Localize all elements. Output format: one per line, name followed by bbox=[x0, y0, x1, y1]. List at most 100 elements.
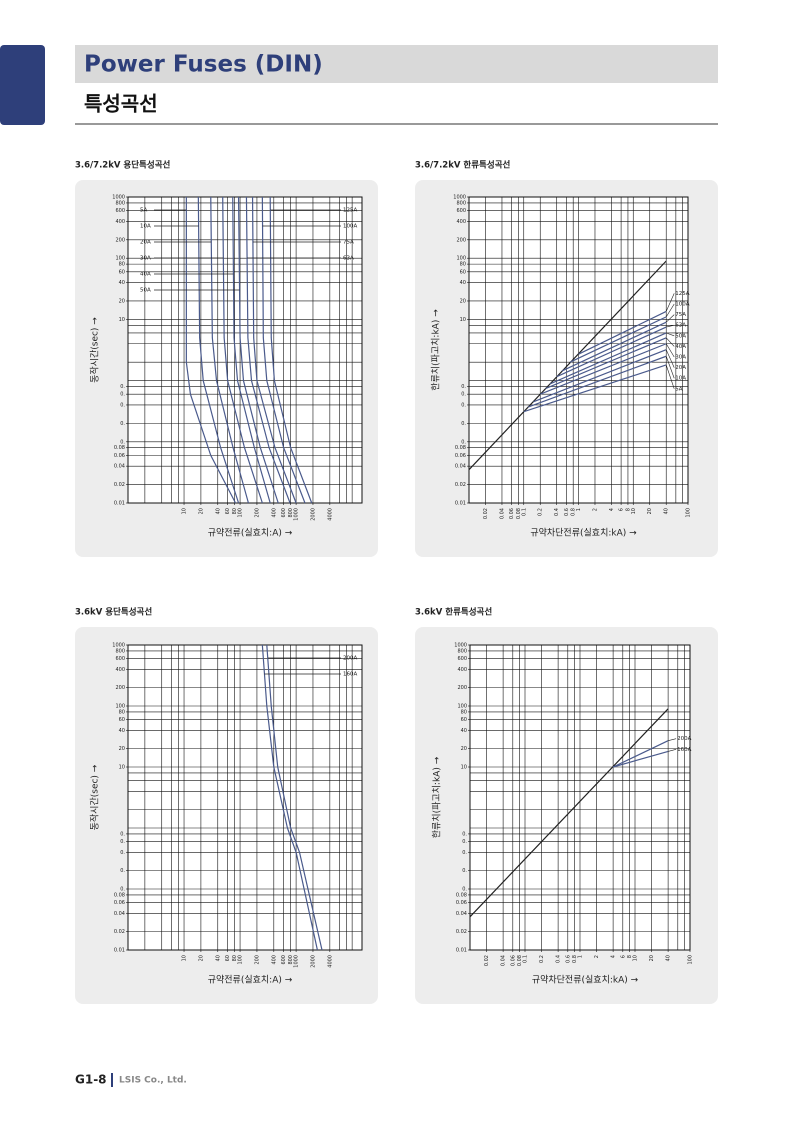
legend-label: 75A bbox=[343, 240, 354, 246]
y-axis-title: 동작시간(sec) → bbox=[90, 317, 101, 383]
y-tick-label: 0.04 bbox=[114, 464, 125, 470]
y-tick-label: 400 bbox=[456, 219, 466, 225]
y-tick-label: 600 bbox=[456, 208, 466, 214]
x-tick-label: 2 bbox=[592, 508, 598, 511]
x-tick-label: 4 bbox=[609, 508, 615, 511]
y-tick-label: 80 bbox=[119, 709, 125, 715]
legend-label: 100A bbox=[675, 302, 689, 308]
y-axis-title: 한류치(파고치:kA) → bbox=[430, 309, 442, 391]
y-tick-label: 20 bbox=[119, 298, 125, 304]
legend-label: 10A bbox=[675, 376, 686, 382]
x-tick-label: 60 bbox=[225, 955, 231, 961]
legend-label: 40A bbox=[140, 272, 151, 278]
y-tick-label: 0. bbox=[462, 887, 467, 893]
y-axis-title: 한류치(파고치:kA) → bbox=[431, 756, 443, 838]
x-tick-label: 4 bbox=[611, 955, 617, 958]
x-tick-label: 1 bbox=[576, 508, 582, 511]
x-tick-label: 0.4 bbox=[556, 955, 562, 963]
y-tick-label: 0.08 bbox=[455, 445, 466, 451]
y-tick-label: 400 bbox=[115, 667, 125, 673]
x-tick-label: 10 bbox=[182, 955, 188, 961]
y-axis-title: 동작시간(sec) → bbox=[90, 764, 101, 830]
leader-line bbox=[666, 324, 675, 328]
x-tick-label: 600 bbox=[281, 508, 287, 518]
x-tick-label: 0.02 bbox=[483, 508, 489, 519]
curve bbox=[232, 196, 271, 504]
y-tick-label: 0.02 bbox=[114, 929, 125, 935]
x-tick-label: 600 bbox=[281, 955, 287, 965]
y-tick-label: 0.04 bbox=[455, 464, 466, 470]
x-tick-label: 0.1 bbox=[523, 955, 529, 963]
curve bbox=[561, 321, 667, 372]
y-tick-label: 1000 bbox=[453, 195, 466, 201]
y-tick-label: 800 bbox=[457, 648, 467, 654]
x-tick-label: 40 bbox=[664, 508, 670, 514]
x-tick-label: 40 bbox=[215, 508, 221, 514]
x-tick-label: 100 bbox=[688, 955, 694, 965]
side-tab bbox=[0, 45, 45, 125]
y-tick-label: 0.01 bbox=[114, 948, 125, 954]
page-subtitle: 특성곡선 bbox=[84, 92, 158, 116]
curve bbox=[269, 196, 313, 504]
x-tick-label: 6 bbox=[620, 955, 626, 958]
y-tick-label: 600 bbox=[115, 208, 125, 214]
x-tick-label: 10 bbox=[182, 508, 188, 514]
leader-line bbox=[666, 332, 675, 337]
leader-line bbox=[668, 748, 677, 752]
y-tick-label: 60 bbox=[119, 269, 125, 275]
y-tick-label: 0. bbox=[120, 384, 125, 390]
x-tick-label: 40 bbox=[215, 955, 221, 961]
y-tick-label: 80 bbox=[461, 709, 467, 715]
curve bbox=[469, 708, 669, 918]
y-tick-label: 80 bbox=[119, 262, 125, 268]
curve bbox=[468, 260, 667, 471]
y-tick-label: 0.04 bbox=[456, 911, 467, 917]
y-tick-label: 600 bbox=[115, 656, 125, 662]
x-tick-label: 1000 bbox=[294, 508, 300, 521]
curve bbox=[251, 196, 297, 504]
footer-company: LSIS Co., Ltd. bbox=[119, 1076, 187, 1086]
y-tick-label: 0. bbox=[120, 439, 125, 445]
curve bbox=[527, 355, 667, 408]
y-tick-label: 0. bbox=[120, 839, 125, 845]
x-tick-label: 200 bbox=[254, 508, 260, 518]
curve bbox=[185, 197, 237, 504]
leader-line bbox=[666, 314, 675, 323]
curve bbox=[197, 196, 240, 504]
x-tick-label: 10 bbox=[633, 955, 639, 961]
x-tick-label: 0.8 bbox=[572, 955, 578, 963]
curve bbox=[569, 316, 667, 363]
x-tick-label: 0.06 bbox=[510, 955, 516, 966]
curve bbox=[261, 644, 318, 951]
y-tick-label: 200 bbox=[115, 685, 125, 691]
y-tick-label: 800 bbox=[115, 200, 125, 206]
x-tick-label: 2 bbox=[594, 955, 600, 958]
y-tick-label: 1000 bbox=[112, 195, 125, 201]
y-tick-label: 0. bbox=[461, 392, 466, 398]
x-tick-label: 20 bbox=[198, 955, 204, 961]
x-tick-label: 800 bbox=[288, 508, 294, 518]
y-tick-label: 40 bbox=[460, 280, 466, 286]
curve bbox=[210, 196, 250, 504]
y-tick-label: 80 bbox=[460, 262, 466, 268]
x-tick-label: 4000 bbox=[327, 955, 333, 968]
curve bbox=[578, 310, 667, 355]
x-tick-label: 0.8 bbox=[571, 508, 577, 516]
legend-label: 63A bbox=[675, 323, 686, 329]
curve bbox=[222, 196, 263, 504]
x-tick-label: 80 bbox=[232, 955, 238, 961]
footer-page: G1-8 bbox=[75, 1073, 107, 1087]
x-tick-label: 60 bbox=[225, 508, 231, 514]
y-tick-label: 20 bbox=[460, 298, 466, 304]
x-tick-label: 1 bbox=[578, 955, 584, 958]
y-tick-label: 0.04 bbox=[114, 911, 125, 917]
y-tick-label: 0.01 bbox=[456, 948, 467, 954]
legend-label: 160A bbox=[677, 747, 691, 753]
x-tick-label: 400 bbox=[271, 955, 277, 965]
plot-border bbox=[127, 196, 363, 504]
x-tick-label: 40 bbox=[666, 955, 672, 961]
x-tick-label: 20 bbox=[198, 508, 204, 514]
curve bbox=[261, 196, 306, 504]
y-tick-label: 0. bbox=[120, 402, 125, 408]
